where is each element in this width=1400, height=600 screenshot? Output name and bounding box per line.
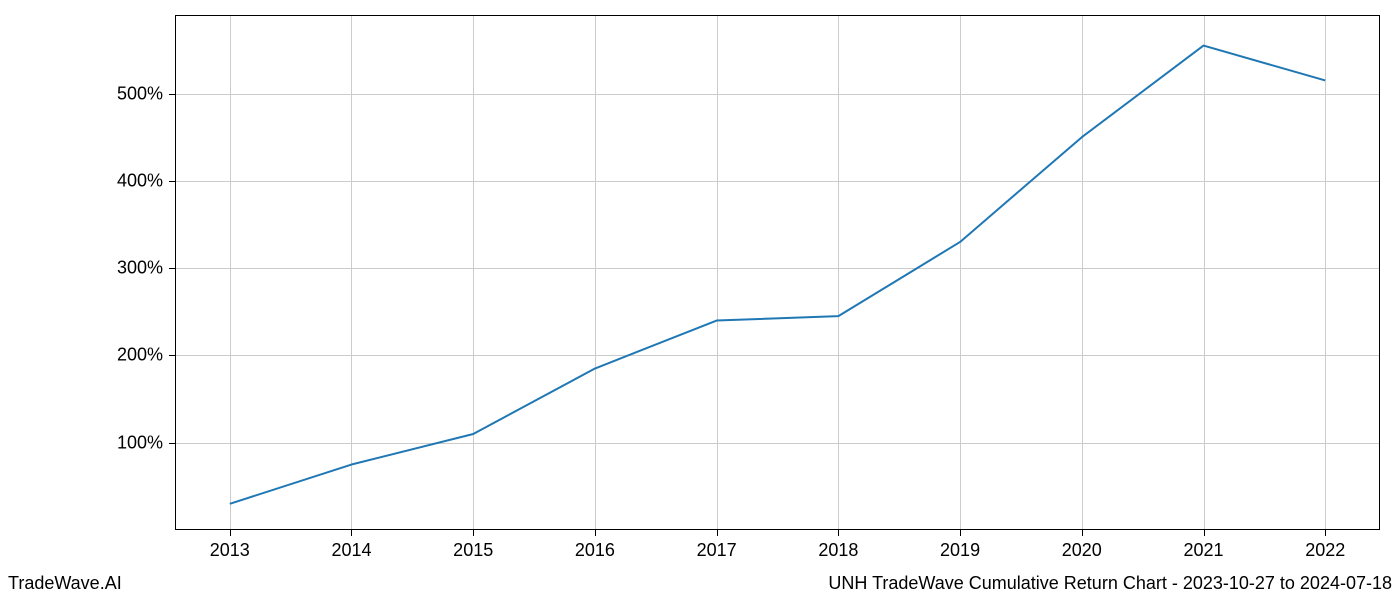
x-tick <box>717 530 718 536</box>
x-tick-label: 2020 <box>1062 540 1102 561</box>
x-tick-label: 2016 <box>575 540 615 561</box>
y-tick <box>169 181 175 182</box>
x-tick <box>838 530 839 536</box>
x-tick <box>1204 530 1205 536</box>
x-tick <box>960 530 961 536</box>
x-tick <box>473 530 474 536</box>
y-tick <box>169 94 175 95</box>
x-tick-label: 2013 <box>210 540 250 561</box>
x-tick <box>230 530 231 536</box>
x-tick <box>351 530 352 536</box>
x-tick-label: 2015 <box>453 540 493 561</box>
x-tick-label: 2018 <box>818 540 858 561</box>
y-tick-label: 100% <box>117 432 163 453</box>
x-tick <box>1325 530 1326 536</box>
x-tick-label: 2019 <box>940 540 980 561</box>
y-tick-label: 200% <box>117 345 163 366</box>
y-tick-label: 400% <box>117 170 163 191</box>
line-series <box>175 15 1380 530</box>
x-tick-label: 2017 <box>697 540 737 561</box>
y-tick <box>169 443 175 444</box>
footer-brand: TradeWave.AI <box>8 573 122 594</box>
x-tick-label: 2021 <box>1183 540 1223 561</box>
cumulative-return-line <box>230 46 1325 504</box>
footer-caption: UNH TradeWave Cumulative Return Chart - … <box>828 573 1392 594</box>
y-tick <box>169 268 175 269</box>
x-tick <box>595 530 596 536</box>
chart-container: TradeWave.AI UNH TradeWave Cumulative Re… <box>0 0 1400 600</box>
y-tick-label: 300% <box>117 258 163 279</box>
plot-area <box>175 15 1380 530</box>
x-tick <box>1082 530 1083 536</box>
x-tick-label: 2022 <box>1305 540 1345 561</box>
y-tick <box>169 355 175 356</box>
x-tick-label: 2014 <box>331 540 371 561</box>
y-tick-label: 500% <box>117 83 163 104</box>
